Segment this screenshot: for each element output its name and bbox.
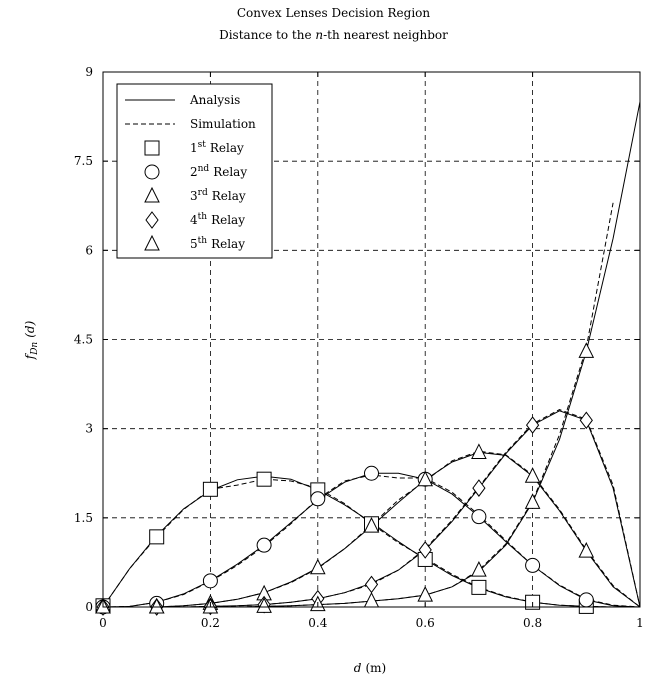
series-2-circle-marker xyxy=(471,509,487,525)
series-3-triangle-marker xyxy=(363,517,380,533)
legend-label: 1st Relay xyxy=(190,140,244,155)
legend-label: 2nd Relay xyxy=(190,164,247,179)
series-3-triangle-marker xyxy=(471,443,487,459)
series-4-diamond-marker xyxy=(418,541,432,559)
series-3-triangle-marker xyxy=(417,470,434,487)
y-axis-label-arg: (d) xyxy=(23,320,37,337)
x-tick-label: 0.6 xyxy=(416,616,435,630)
legend-label: Analysis xyxy=(189,93,240,107)
y-axis-label-sub: Dn xyxy=(30,342,40,356)
series-1-square-marker xyxy=(256,471,272,487)
x-tick-label: 0.8 xyxy=(523,616,542,630)
series-1-simulation-line xyxy=(102,478,640,608)
series-3-triangle-marker xyxy=(524,467,541,483)
x-tick-label: 0.4 xyxy=(308,616,327,630)
legend-square-marker xyxy=(144,140,160,156)
series-4-diamond-marker xyxy=(472,479,486,497)
y-tick-label: 9 xyxy=(85,65,93,79)
legend-label: 5th Relay xyxy=(190,236,245,251)
series-2-circle-marker xyxy=(310,491,326,507)
series-5-triangle-marker xyxy=(363,591,380,608)
series-2-circle-marker xyxy=(256,537,272,553)
x-axis-label-var: d xyxy=(354,661,362,675)
legend-triangle-marker xyxy=(144,186,160,203)
y-tick-label: 1.5 xyxy=(74,511,93,525)
series-4-diamond-marker xyxy=(364,575,379,594)
series-5-triangle-marker xyxy=(417,585,434,602)
series-5-triangle-marker xyxy=(578,342,595,358)
series-5-triangle-marker xyxy=(471,561,487,577)
series-3-triangle-marker xyxy=(309,558,326,575)
series-5-triangle-marker xyxy=(148,597,165,614)
series-3-triangle-marker xyxy=(578,542,595,558)
series-2-circle-marker xyxy=(364,465,379,481)
subtitle-prefix: Distance to the xyxy=(219,28,316,42)
subtitle-italic: n xyxy=(315,28,324,42)
y-tick-label: 0 xyxy=(85,600,93,614)
y-tick-label: 6 xyxy=(85,243,93,257)
legend: Analysis Simulation 1st Relay 2nd Relay 3rd Rel… xyxy=(116,83,273,259)
chart-subtitle: Distance to the n-th nearest neighbor xyxy=(0,28,667,42)
y-axis-label: fDn (d) xyxy=(23,320,40,360)
markers-layer xyxy=(95,342,595,616)
legend-label: 3rd Relay xyxy=(190,188,246,203)
legend-triangle-marker xyxy=(144,234,160,251)
legend-circle-marker xyxy=(144,164,160,180)
series-1-square-marker xyxy=(149,529,165,545)
x-tick-label: 0.2 xyxy=(201,616,220,630)
y-tick-label: 3 xyxy=(85,422,93,436)
legend-label: Simulation xyxy=(190,117,256,131)
x-tick-label: 0 xyxy=(99,616,107,630)
series-2-circle-marker xyxy=(578,592,594,608)
series-4-diamond-marker xyxy=(525,416,540,434)
series-2-circle-marker xyxy=(525,557,541,573)
legend-label: 4th Relay xyxy=(190,212,245,227)
y-axis-label-main: f xyxy=(23,352,37,360)
axis-ticks: 0 0.2 0.4 0.6 0.8 1 0 1.5 3 4.5 6 7.5 9 xyxy=(74,65,644,630)
y-tick-label: 4.5 xyxy=(74,333,93,347)
x-axis-label-unit: (m) xyxy=(365,661,386,675)
chart-title: Convex Lenses Decision Region xyxy=(236,6,431,20)
series-1-square-marker xyxy=(202,481,218,497)
legend-box xyxy=(116,83,273,259)
series-4-diamond-marker xyxy=(579,411,593,430)
x-tick-label: 1 xyxy=(636,616,644,630)
grid-lines xyxy=(103,72,640,607)
series-5-simulation-line xyxy=(103,202,614,608)
series-5-triangle-marker xyxy=(524,493,541,509)
series-1-square-marker xyxy=(471,579,487,595)
series-5-triangle-marker xyxy=(256,597,272,613)
series-2-circle-marker xyxy=(202,573,218,589)
subtitle-suffix: -th nearest neighbor xyxy=(323,28,448,42)
legend-diamond-marker xyxy=(145,211,159,229)
x-axis-label: d (m) xyxy=(354,661,386,675)
y-tick-label: 7.5 xyxy=(74,154,93,168)
